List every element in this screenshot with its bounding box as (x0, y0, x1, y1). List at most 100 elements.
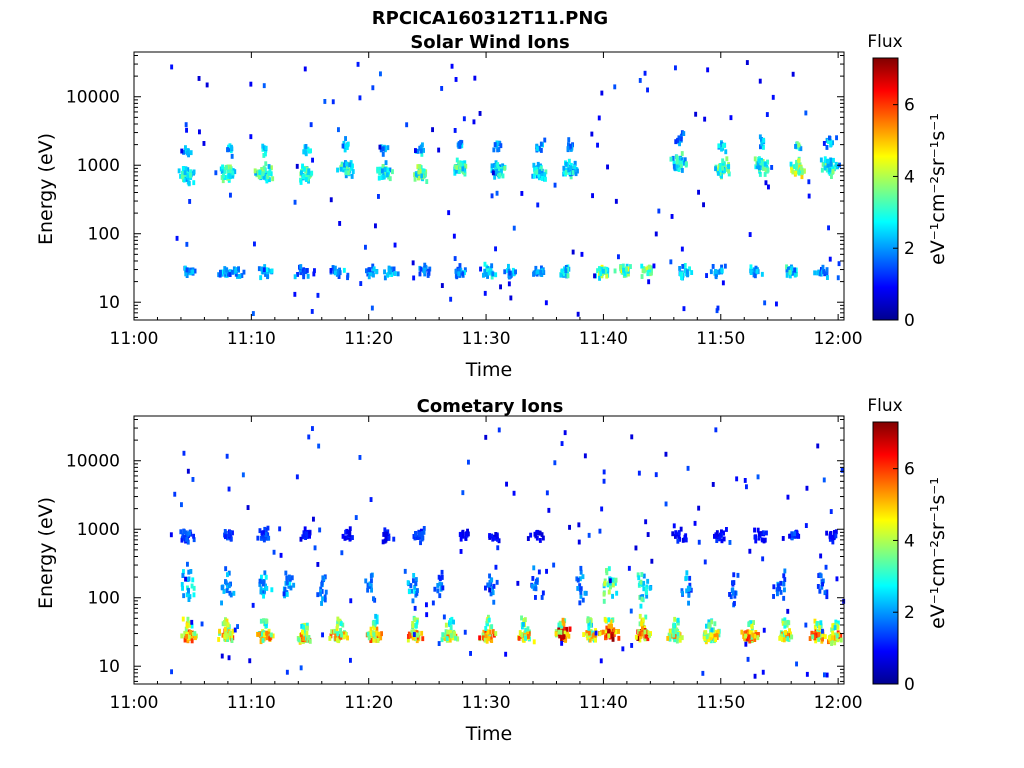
flux-cell (393, 271, 397, 276)
flux-cell (264, 176, 268, 182)
flux-cell (412, 275, 416, 281)
flux-cell (264, 529, 268, 535)
flux-cell (231, 530, 234, 536)
x-tick-label: 11:10 (227, 693, 276, 713)
flux-cell (837, 261, 841, 267)
flux-cell (753, 527, 756, 533)
flux-cell (226, 584, 230, 590)
flux-cell (680, 271, 684, 277)
flux-cell (287, 583, 291, 589)
flux-cell (455, 157, 459, 163)
flux-cell (505, 481, 508, 487)
flux-cell (721, 158, 725, 164)
flux-cell (332, 628, 336, 634)
flux-cell (408, 633, 412, 639)
flux-cell (306, 625, 309, 631)
flux-cell (758, 172, 762, 177)
flux-cell (369, 497, 373, 502)
flux-cell (713, 633, 717, 639)
flux-cell (256, 535, 260, 541)
flux-cell (573, 167, 577, 172)
flux-cell (644, 266, 648, 272)
flux-cell (560, 623, 564, 629)
flux-cell (602, 478, 606, 484)
flux-cell (307, 434, 311, 440)
flux-cell (411, 635, 415, 641)
flux-cell (496, 545, 500, 551)
flux-cell (450, 633, 453, 638)
flux-cell (411, 260, 415, 266)
flux-cell (334, 629, 338, 634)
flux-cell (266, 532, 270, 538)
flux-cell (340, 632, 343, 638)
flux-cell (569, 174, 573, 180)
flux-cell (225, 267, 229, 273)
flux-cell (413, 589, 417, 594)
flux-cell (520, 615, 523, 621)
flux-cell (499, 143, 503, 149)
flux-cell (278, 526, 282, 532)
flux-cell (554, 631, 558, 637)
flux-cell (797, 158, 801, 163)
flux-cell (491, 170, 495, 176)
flux-cell (251, 311, 255, 316)
flux-cell (682, 306, 686, 312)
flux-cell (418, 145, 422, 151)
flux-cell (482, 272, 485, 278)
flux-cell (571, 170, 575, 175)
flux-cell (302, 267, 306, 273)
flux-cell (745, 484, 748, 490)
flux-cell (185, 622, 189, 628)
flux-cell (227, 532, 231, 538)
flux-cell (630, 434, 634, 440)
flux-cell (602, 598, 606, 604)
flux-cell (372, 596, 375, 602)
flux-cell (338, 221, 342, 226)
flux-cell (185, 536, 188, 542)
flux-cell (377, 194, 380, 199)
flux-cell (492, 583, 496, 589)
flux-cell (558, 621, 562, 627)
flux-cell (416, 588, 419, 593)
flux-cell (693, 520, 697, 526)
flux-cell (532, 173, 536, 179)
flux-cell (817, 632, 821, 637)
flux-cell (229, 192, 232, 198)
flux-cell (748, 629, 752, 635)
flux-cell (612, 577, 615, 583)
flux-cell (614, 198, 618, 204)
flux-cell (553, 460, 557, 466)
flux-cell (381, 146, 385, 152)
colorbar (872, 421, 899, 685)
flux-cell (229, 530, 233, 536)
flux-cell (295, 163, 299, 169)
colorbar-tick-label: 2 (904, 239, 915, 259)
flux-cell (442, 614, 446, 620)
flux-cell (716, 170, 720, 176)
flux-cell (622, 267, 625, 273)
flux-cell (669, 633, 673, 639)
flux-cell (537, 569, 541, 575)
flux-cell (753, 633, 757, 639)
flux-cell (794, 267, 798, 273)
flux-cell (607, 617, 611, 623)
flux-cell (835, 135, 838, 141)
flux-cell (440, 86, 444, 91)
colorbar-title: Flux (867, 396, 902, 416)
flux-cell (819, 620, 823, 626)
flux-cell (364, 244, 367, 250)
flux-cell (638, 621, 642, 627)
flux-cell (465, 531, 469, 536)
flux-cell (461, 166, 465, 172)
flux-cell (719, 163, 723, 168)
flux-cell (264, 161, 268, 167)
flux-cell (829, 634, 833, 639)
flux-cell (183, 170, 187, 176)
flux-cell (522, 618, 526, 623)
flux-cell (830, 174, 833, 179)
flux-cell (290, 575, 294, 581)
flux-cell (232, 590, 236, 596)
flux-cell (313, 545, 317, 551)
flux-cell (223, 626, 227, 632)
flux-cell (340, 550, 344, 556)
